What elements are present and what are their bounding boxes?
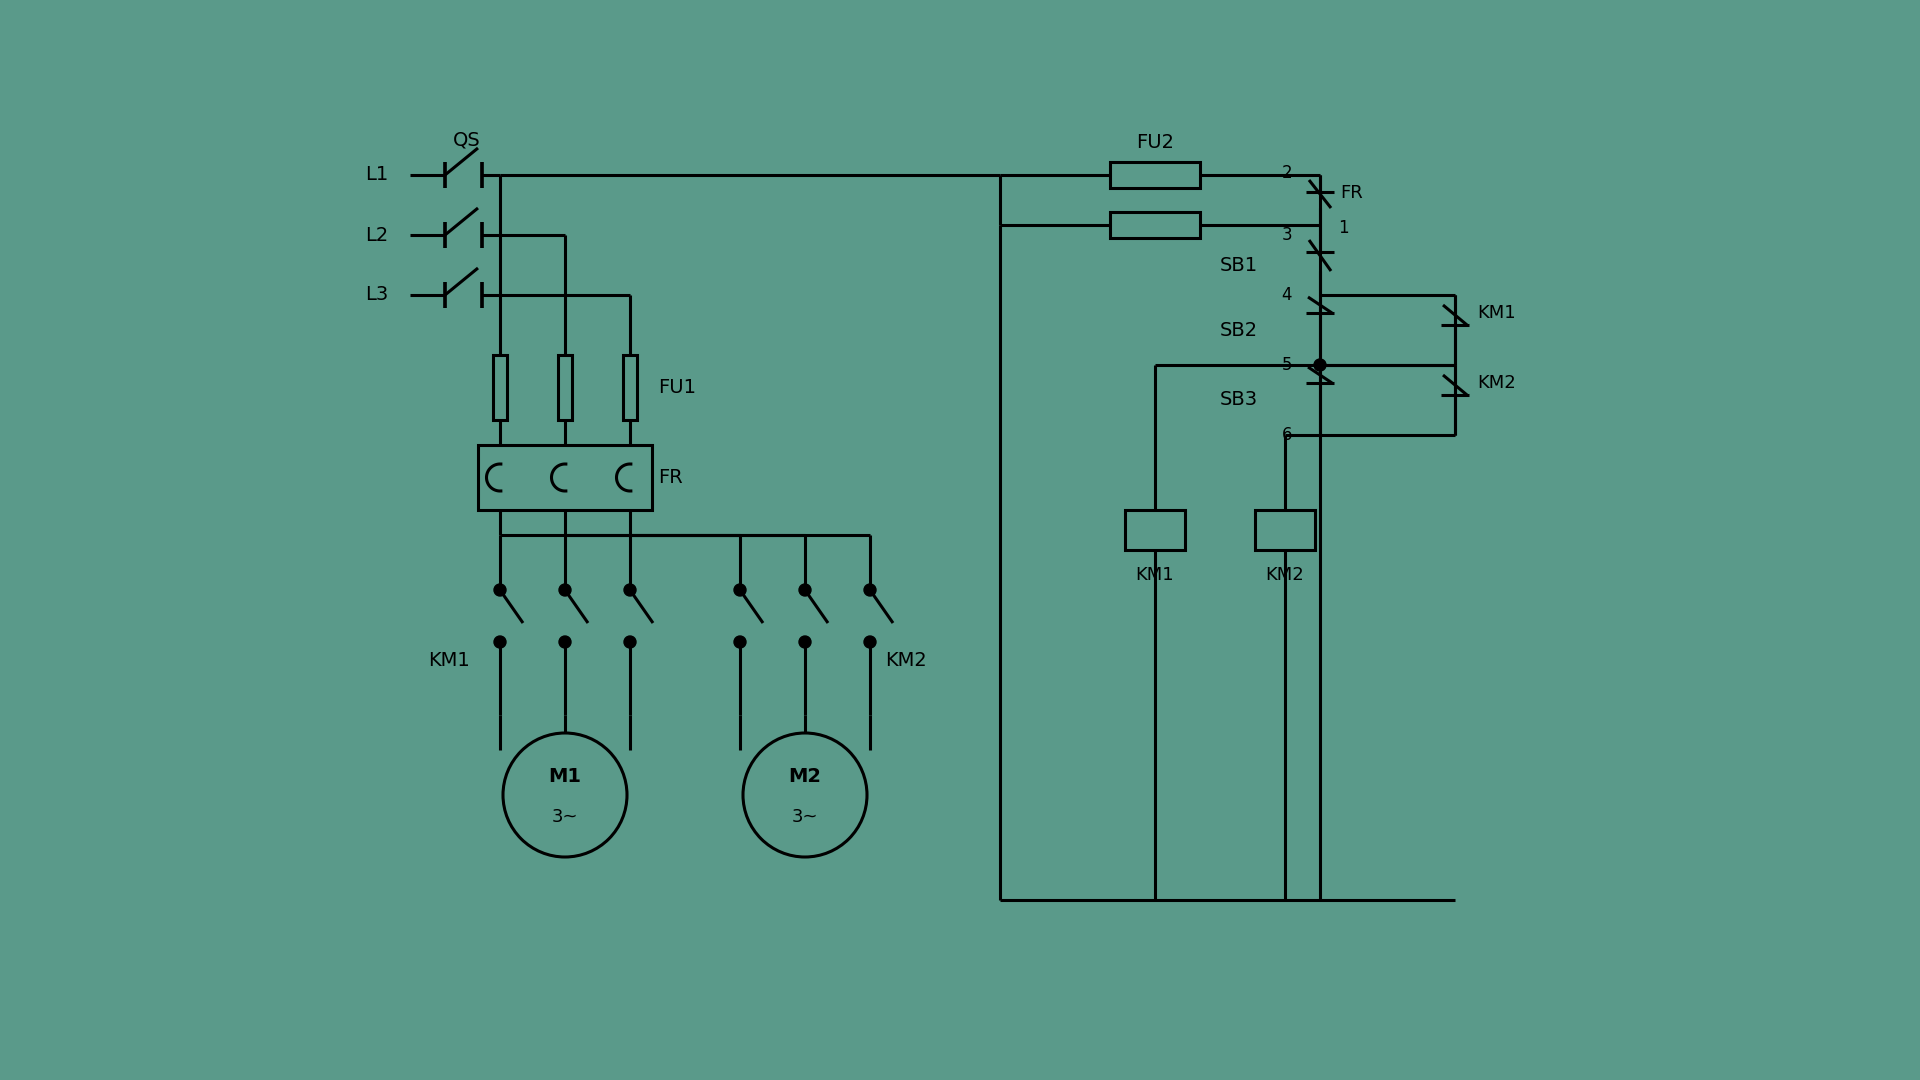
- Text: 3~: 3~: [551, 808, 578, 826]
- Bar: [493, 355, 507, 420]
- Text: M2: M2: [789, 767, 822, 785]
- Bar: [1125, 510, 1185, 550]
- Text: KM1: KM1: [1137, 566, 1175, 584]
- Text: KM2: KM2: [1265, 566, 1304, 584]
- Text: QS: QS: [453, 131, 480, 149]
- Bar: [478, 445, 653, 510]
- Circle shape: [493, 636, 507, 648]
- Text: 1: 1: [1338, 219, 1348, 237]
- Text: 5: 5: [1281, 356, 1292, 374]
- Text: KM1: KM1: [428, 650, 470, 670]
- Circle shape: [624, 584, 636, 596]
- Text: L3: L3: [365, 285, 388, 305]
- Circle shape: [864, 584, 876, 596]
- Bar: [622, 355, 637, 420]
- Text: FU2: FU2: [1137, 134, 1173, 152]
- Text: 2: 2: [1281, 164, 1292, 183]
- Text: FU1: FU1: [659, 378, 697, 397]
- Circle shape: [733, 584, 747, 596]
- Circle shape: [624, 636, 636, 648]
- Text: SB2: SB2: [1219, 321, 1258, 339]
- Bar: [1110, 162, 1200, 188]
- Text: KM2: KM2: [1476, 374, 1515, 392]
- Bar: [559, 355, 572, 420]
- Text: KM1: KM1: [1476, 303, 1515, 322]
- Text: FR: FR: [659, 468, 684, 487]
- Text: KM2: KM2: [885, 650, 927, 670]
- Text: 3~: 3~: [791, 808, 818, 826]
- Text: M1: M1: [549, 767, 582, 785]
- Circle shape: [864, 636, 876, 648]
- Text: L1: L1: [365, 165, 388, 185]
- Text: SB3: SB3: [1219, 391, 1258, 409]
- Text: FR: FR: [1340, 184, 1363, 202]
- Text: 6: 6: [1281, 426, 1292, 444]
- Circle shape: [799, 584, 810, 596]
- Circle shape: [799, 636, 810, 648]
- Bar: [1110, 212, 1200, 238]
- Bar: [1256, 510, 1315, 550]
- Circle shape: [559, 636, 570, 648]
- Text: L2: L2: [365, 226, 388, 244]
- Text: 3: 3: [1281, 226, 1292, 244]
- Circle shape: [1313, 359, 1327, 372]
- Text: SB1: SB1: [1219, 256, 1258, 274]
- Circle shape: [733, 636, 747, 648]
- Circle shape: [559, 584, 570, 596]
- Circle shape: [493, 584, 507, 596]
- Text: 4: 4: [1281, 286, 1292, 303]
